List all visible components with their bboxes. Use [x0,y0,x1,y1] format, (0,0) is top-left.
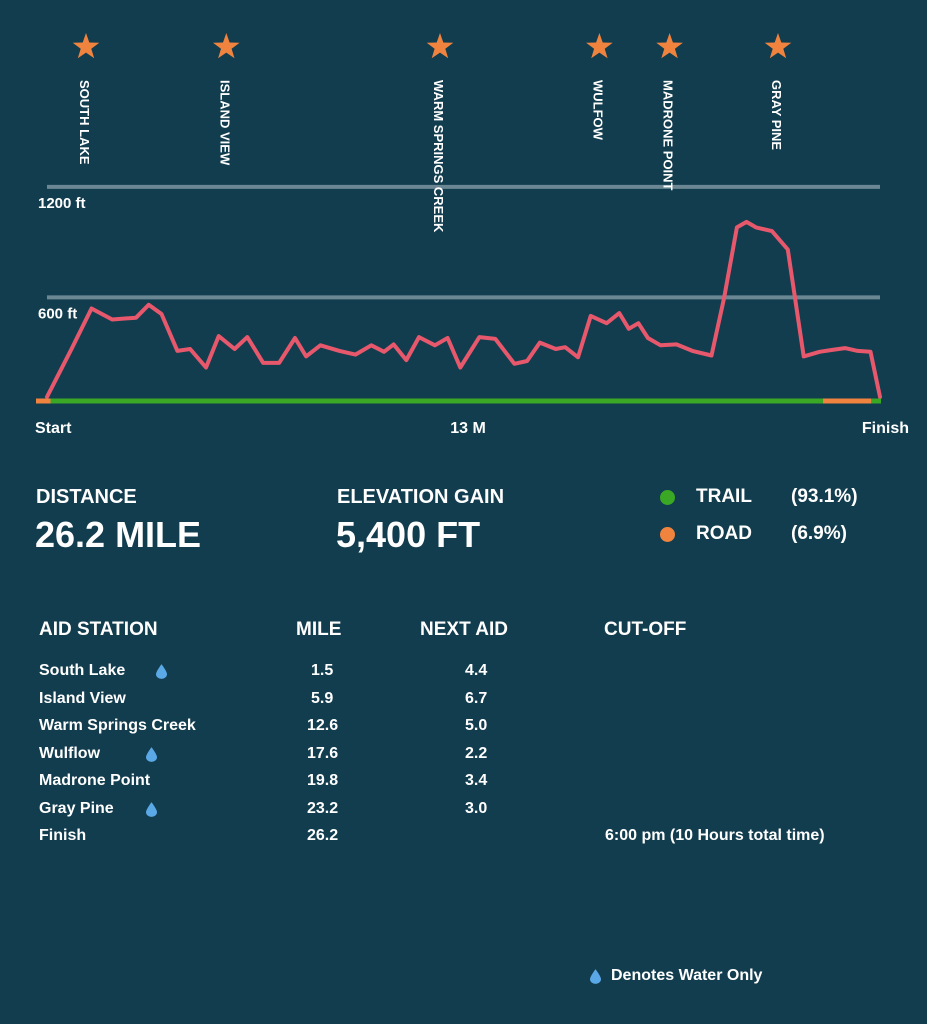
station-next-aid: 4.4 [465,662,488,679]
water-drop-icon [146,802,157,817]
road-dot-icon [660,526,675,542]
station-mile: 19.8 [307,772,339,789]
header-cut-off: CUT-OFF [604,619,687,640]
station-mile: 23.2 [307,800,339,817]
water-footnote: Denotes Water Only [590,967,762,985]
station-mile: 1.5 [311,662,334,679]
station-next-aid: 3.4 [465,772,488,789]
station-next-aid: 2.2 [465,745,488,762]
legend-road-label: ROAD [696,523,752,544]
legend-trail: TRAIL (93.1%) [660,486,858,508]
x-tick-finish: Finish [862,420,909,437]
header-next-aid: NEXT AID [420,619,508,640]
table-row: Warm Springs Creek 12.6 5.0 [0,717,927,741]
legend-trail-percent: (93.1%) [791,486,858,507]
table-row: Island View 5.9 6.7 [0,690,927,714]
aid-station-marker-label: WULFOW [590,80,605,141]
station-name: Finish [39,827,87,844]
aid-station-star-icon [586,33,613,59]
aid-station-marker-label: GRAY PINE [769,80,784,150]
aid-station-marker-label: ISLAND VIEW [217,80,232,166]
table-row: Finish 26.2 6:00 pm (10 Hours total time… [0,827,927,851]
water-drop-icon [590,968,601,984]
station-name: South Lake [39,662,126,679]
aid-station-star-icon [213,33,240,59]
station-mile: 5.9 [311,690,334,707]
station-name: Island View [39,690,126,707]
water-drop-icon [156,664,167,679]
distance-value: 26.2 MILE [35,514,202,555]
legend-trail-label: TRAIL [696,486,752,507]
aid-station-star-icon [656,33,683,59]
station-name: Warm Springs Creek [39,717,196,734]
aid-station-star-icon [764,33,792,59]
station-next-aid: 6.7 [465,690,488,707]
station-name: Wulflow [39,745,101,762]
station-name: Madrone Point [39,772,151,789]
station-next-aid: 5.0 [465,717,488,734]
table-row: Madrone Point 19.8 3.4 [0,772,927,796]
header-aid-station: AID STATION [39,619,158,640]
x-tick-start: Start [35,420,72,437]
table-row: Gray Pine 23.2 3.0 [0,800,927,824]
station-next-aid: 3.0 [465,800,488,817]
elevation-profile-chart: 600 ft 1200 ft Start 13 M Finish SOUTH LAKE IS… [35,33,909,437]
legend-road: ROAD (6.9%) [660,523,847,545]
legend-road-percent: (6.9%) [791,523,847,544]
table-row: South Lake 1.5 4.4 [0,662,927,686]
station-mile: 26.2 [307,827,339,844]
header-mile: MILE [296,619,342,640]
station-mile: 12.6 [307,717,339,734]
water-drop-icon [146,747,157,762]
aid-station-star-icon [426,33,454,59]
distance-label: DISTANCE [36,486,137,508]
aid-station-marker-label: SOUTH LAKE [77,80,92,165]
elevation-gain-label: ELEVATION GAIN [337,486,505,508]
station-name: Gray Pine [39,800,114,817]
station-mile: 17.6 [307,745,339,762]
elevation-gain-value: 5,400 FT [336,514,481,555]
station-cut-off: 6:00 pm (10 Hours total time) [605,827,825,844]
elevation-series-line [45,219,882,399]
aid-station-star-icon [72,33,100,59]
x-tick-middle: 13 M [450,420,486,437]
aid-station-marker-label: MADRONE POINT [661,80,676,191]
aid-station-marker-label: WARM SPRINGS CREEK [431,80,446,233]
table-row: Wulflow 17.6 2.2 [0,745,927,769]
trail-dot-icon [660,489,675,505]
y-tick-label: 600 ft [38,305,77,322]
footnote-text: Denotes Water Only [611,967,763,984]
y-tick-label: 1200 ft [38,195,86,212]
